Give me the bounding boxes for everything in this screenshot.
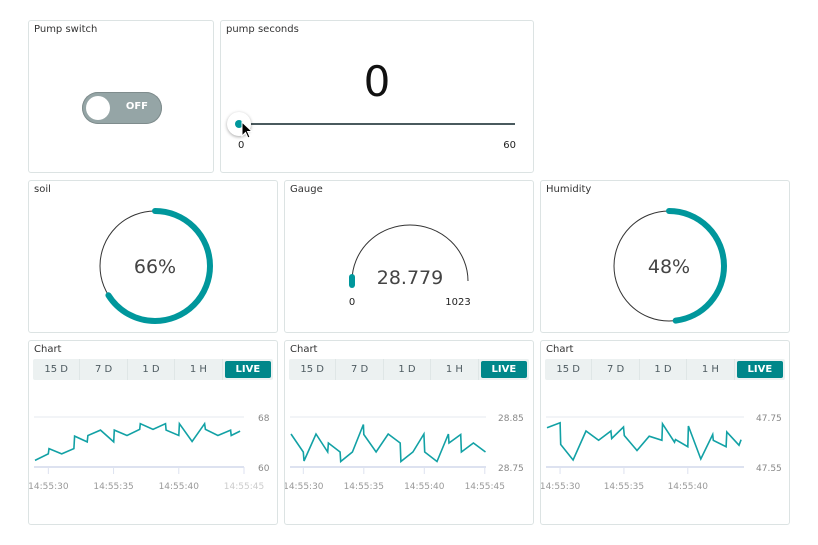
gauge-arc (351, 224, 469, 282)
slider-thumb[interactable] (227, 112, 251, 136)
slider-min-label: 0 (238, 140, 245, 151)
gauge-max: 1023 (445, 297, 470, 308)
tab-15d[interactable]: 15 D (33, 359, 81, 380)
percentage-value: 48% (648, 256, 690, 278)
y-tick-label: 47.75 (756, 414, 782, 424)
tab-1h[interactable]: 1 H (687, 359, 735, 380)
tab-1d[interactable]: 1 D (640, 359, 688, 380)
widget-title: soil (34, 184, 51, 195)
x-tick-label: 14:55:40 (159, 482, 200, 492)
tab-live[interactable]: LIVE (480, 361, 528, 378)
percentage-value: 66% (134, 256, 176, 278)
gauge-widget: Gauge 28.779 0 1023 (284, 180, 534, 333)
tab-live[interactable]: LIVE (224, 361, 272, 378)
tab-7d[interactable]: 7 D (80, 359, 128, 380)
widget-title: Chart (290, 344, 318, 355)
humidity-widget: Humidity 48% (540, 180, 790, 333)
gauge-min: 0 (349, 297, 355, 308)
y-tick-label: 47.55 (756, 464, 782, 474)
data-line (290, 424, 486, 464)
toggle-knob[interactable] (86, 96, 110, 120)
tab-15d[interactable]: 15 D (289, 359, 337, 380)
tab-15d[interactable]: 15 D (545, 359, 593, 380)
percentage-ring-fill (611, 208, 727, 324)
pump-seconds-widget: pump seconds 0 0 60 (220, 20, 534, 173)
widget-title: Pump switch (34, 24, 98, 35)
widget-title: Chart (34, 344, 62, 355)
tab-1h[interactable]: 1 H (175, 359, 223, 380)
soil-widget: soil 66% (28, 180, 278, 333)
x-tick-label: 14:55:40 (404, 482, 445, 492)
x-tick-label: 14:55:45 (465, 482, 505, 492)
toggle-state-label: OFF (125, 101, 148, 112)
pump-switch-widget: Pump switch OFF (28, 20, 214, 173)
widget-title: Gauge (290, 184, 323, 195)
gauge-value: 28.779 (377, 267, 443, 289)
x-tick-label: 14:55:40 (668, 482, 709, 492)
tab-7d[interactable]: 7 D (592, 359, 640, 380)
widget-title: pump seconds (226, 24, 299, 35)
y-tick-label: 28.75 (498, 464, 524, 474)
slider-value: 0 (363, 57, 391, 106)
data-line (34, 421, 241, 462)
x-tick-label: 14:55:30 (29, 482, 69, 492)
y-tick-label: 60 (258, 464, 270, 474)
x-tick-label: 14:55:35 (344, 482, 384, 492)
x-tick-label: 14:55:35 (93, 482, 133, 492)
percentage-ring-fill (97, 208, 213, 324)
tab-1d[interactable]: 1 D (384, 359, 432, 380)
tab-live[interactable]: LIVE (736, 361, 784, 378)
y-tick-label: 28.85 (498, 414, 524, 424)
y-tick-label: 68 (258, 414, 270, 424)
data-line (546, 421, 742, 462)
slider-max-label: 60 (503, 140, 516, 151)
x-tick-label: 14:55:35 (604, 482, 644, 492)
pump-toggle-switch[interactable]: OFF (82, 92, 162, 124)
widget-title: Chart (546, 344, 574, 355)
tab-1d[interactable]: 1 D (128, 359, 176, 380)
x-tick-label: 14:55:30 (541, 482, 581, 492)
x-tick-label: 14:55:30 (285, 482, 324, 492)
tab-1h[interactable]: 1 H (431, 359, 479, 380)
slider-track[interactable] (239, 123, 515, 125)
mouse-cursor-icon (241, 121, 254, 139)
tab-7d[interactable]: 7 D (336, 359, 384, 380)
widget-title: Humidity (546, 184, 592, 195)
x-tick-label: 14:55:45 (224, 482, 264, 492)
